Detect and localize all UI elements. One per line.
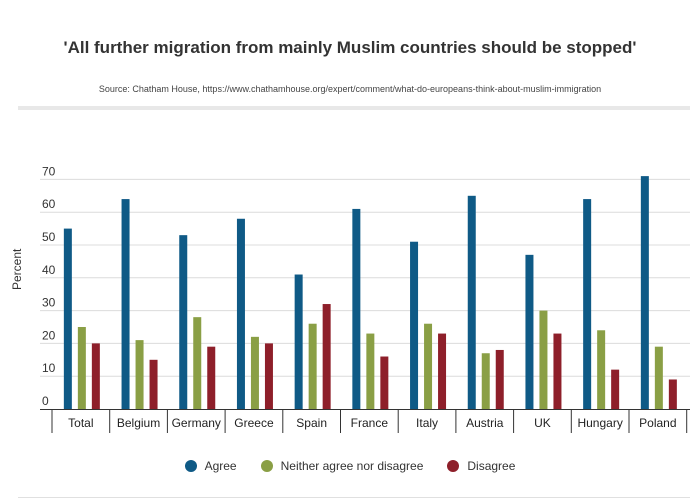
legend-label-agree: Agree [204,459,237,473]
legend-label-disagree: Disagree [467,459,516,473]
bar-uk-agree [525,254,534,409]
y-tick-label: 50 [42,230,56,244]
x-tick-label: Italy [416,416,438,430]
bar-belgium-disagree [149,359,158,409]
bar-greece-neither [250,336,259,409]
bar-italy-agree [410,241,419,409]
x-tick-label: Greece [234,416,274,430]
bar-france-disagree [380,356,389,409]
legend-item-agree: Agree [184,459,237,473]
bar-total-neither [77,327,86,409]
bar-total-agree [63,228,72,409]
y-tick-label: 0 [42,394,49,408]
y-tick-label: 20 [42,328,56,342]
bar-uk-disagree [553,333,562,409]
y-tick-label: 40 [42,263,56,277]
x-tick-label: Spain [296,416,327,430]
x-tick-label: Germany [172,416,221,430]
x-tick-label: Belgium [117,416,160,430]
y-tick-label: 70 [42,164,56,178]
header-divider [18,106,690,110]
legend-label-neither: Neither agree nor disagree [280,459,424,473]
bar-hungary-neither [597,330,606,409]
bar-belgium-neither [135,340,144,409]
x-tick-label: Hungary [577,416,622,430]
bar-spain-agree [294,274,303,409]
bar-poland-agree [640,176,649,409]
bar-poland-disagree [668,379,677,409]
bar-belgium-agree [121,199,130,409]
legend-item-neither: Neither agree nor disagree [260,459,424,473]
bar-spain-disagree [322,304,331,409]
legend-swatch-agree [184,460,197,472]
bar-germany-neither [193,317,202,409]
bar-italy-disagree [438,333,447,409]
chart-source: Source: Chatham House, https://www.chath… [98,84,602,94]
bar-poland-neither [654,346,663,409]
bar-germany-disagree [207,346,216,409]
x-tick-label: Austria [466,416,504,430]
bar-germany-agree [179,235,188,409]
bar-france-agree [352,208,361,409]
y-tick-label: 10 [42,361,56,375]
legend: Agree Neither agree nor disagree Disagre… [0,459,700,473]
bar-france-neither [366,333,375,409]
bar-greece-agree [236,218,245,409]
y-tick-label: 30 [42,296,56,310]
bar-austria-disagree [495,349,504,409]
chart-title: 'All further migration from mainly Musli… [63,38,637,57]
bar-hungary-disagree [611,369,620,409]
y-axis-label: Percent [10,248,24,290]
legend-swatch-disagree [447,460,460,472]
bar-greece-disagree [264,343,273,409]
bar-spain-neither [308,323,317,409]
footer-divider [18,497,690,498]
legend-swatch-neither [260,460,273,472]
bar-hungary-agree [583,199,592,409]
bar-italy-neither [424,323,433,409]
bar-total-disagree [91,343,100,409]
bar-austria-neither [481,353,490,409]
x-tick-label: Poland [639,416,676,430]
bar-austria-agree [467,195,476,409]
y-tick-label: 60 [42,197,56,211]
legend-item-disagree: Disagree [447,459,515,473]
bar-uk-neither [539,310,548,409]
x-tick-label: Total [68,416,93,430]
x-tick-label: France [351,416,389,430]
x-tick-label: UK [534,416,551,430]
